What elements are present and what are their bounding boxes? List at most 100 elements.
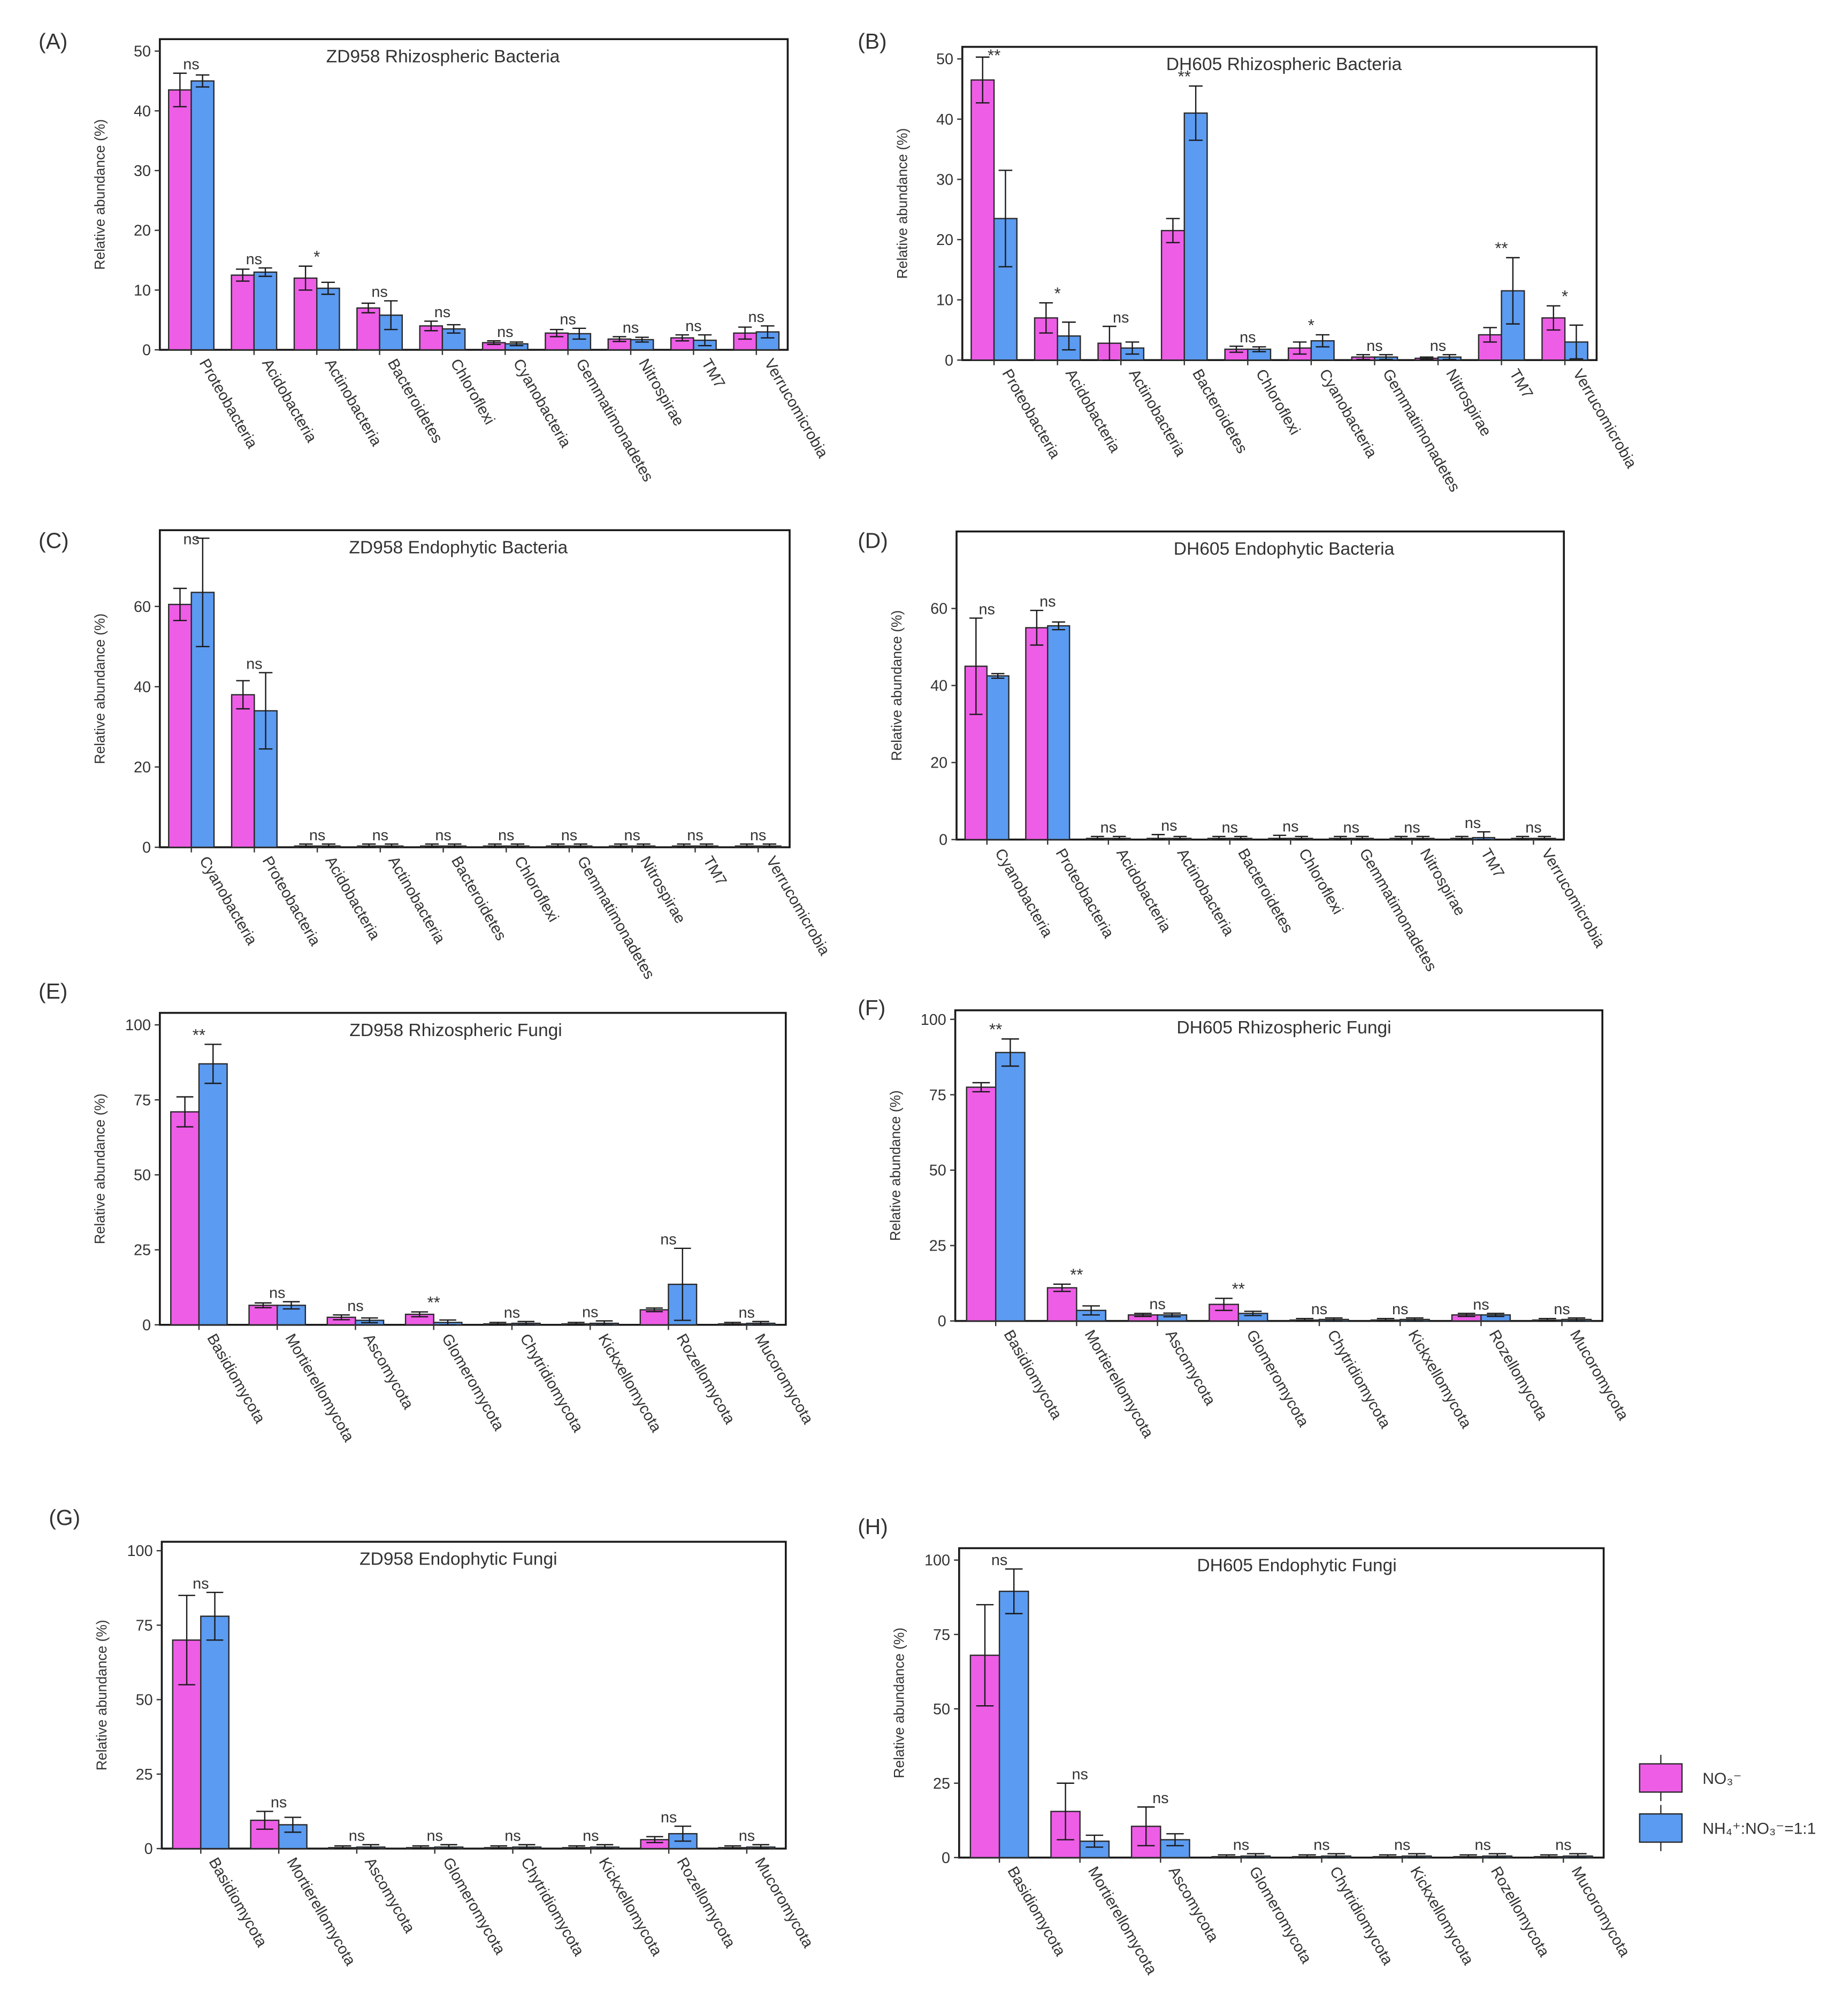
chart-title: ZD958 Endophytic Fungi (360, 1550, 557, 1569)
x-tick-label: Mucoromycota (751, 1855, 817, 1951)
x-tick-label: Proteobacteria (998, 366, 1064, 462)
chart-title: DH605 Endophytic Fungi (1197, 1556, 1396, 1576)
significance-label: ns (1222, 819, 1238, 837)
significance-label: ns (183, 56, 199, 73)
significance-label: ** (1178, 67, 1191, 86)
plot-frame (961, 45, 1598, 361)
y-tick-label: 25 (134, 1242, 151, 1259)
y-tick-label: 75 (134, 1092, 151, 1109)
x-tick-label: Ascomycota (1162, 1327, 1219, 1409)
significance-label: ns (1039, 593, 1056, 610)
x-tick-label: Chloroflexi (447, 356, 498, 428)
y-tick-label: 20 (930, 755, 947, 772)
y-tick-label: 50 (933, 1701, 950, 1718)
x-tick-label: Verrucomicrobia (1569, 366, 1640, 472)
y-tick-label: 40 (936, 111, 953, 128)
x-tick-label: Rozellomycota (673, 1855, 739, 1951)
significance-label: ns (1473, 1296, 1489, 1313)
y-axis-label: Relative abundance (%) (894, 128, 911, 279)
bar (231, 274, 255, 351)
x-tick-label: Ascomycota (361, 1855, 418, 1937)
legend: NO₃⁻ NH₄⁺:NO₃⁻=1:1 (1639, 1754, 1816, 1851)
x-tick-label: Glomeromycota (439, 1855, 509, 1958)
panel-label: (C) (39, 528, 69, 553)
y-tick-label: 50 (134, 43, 151, 60)
significance-label: ns (1282, 818, 1298, 835)
x-tick-label: Chloroflexi (1295, 846, 1347, 917)
x-tick-label: Acidobacteria (1113, 846, 1174, 936)
x-tick-label: Cyanobacteria (991, 846, 1056, 941)
significance-label: ns (561, 827, 577, 844)
y-tick-label: 60 (134, 599, 151, 616)
bar (248, 1305, 278, 1326)
chart-title: ZD958 Rhizospheric Fungi (349, 1021, 562, 1040)
chart-title: ZD958 Rhizospheric Bacteria (326, 47, 560, 66)
significance-label: ns (583, 1828, 599, 1845)
y-tick-label: 0 (939, 832, 947, 849)
significance-label: ns (1113, 309, 1129, 326)
chart-panel: (D) DH605 Endophytic Bacteria 0 20 40 60 Relat… (858, 528, 1609, 975)
y-tick-label: 0 (142, 1317, 151, 1334)
significance-label: ns (504, 1304, 520, 1321)
significance-label: ns (623, 319, 639, 336)
bar (966, 1086, 997, 1322)
bar (253, 271, 278, 351)
significance-label: ns (372, 827, 388, 844)
significance-label: ns (739, 1828, 755, 1845)
significance-label: ns (1465, 815, 1481, 832)
x-tick-label: Glomeromycota (1243, 1327, 1312, 1430)
significance-label: ns (1474, 1836, 1490, 1853)
chart-panel: (F) DH605 Rhizospheric Fungi 0 25 50 75 100 Rel… (858, 995, 1632, 1442)
x-tick-label: Bacteroidetes (384, 356, 446, 447)
x-tick-label: Acidobacteria (258, 356, 320, 446)
x-tick-label: Chytridiomycota (517, 1855, 587, 1960)
significance-label: ns (582, 1304, 598, 1321)
significance-label: ns (661, 1809, 677, 1826)
panel-label: (H) (858, 1514, 888, 1539)
x-tick-label: Bacteroidetes (1189, 366, 1251, 457)
bar (231, 694, 255, 848)
chart-title: ZD958 Endophytic Bacteria (349, 538, 568, 557)
legend-label: NO₃⁻ (1702, 1770, 1741, 1788)
x-tick-label: Rozellomycota (1487, 1864, 1553, 1960)
y-tick-label: 40 (134, 679, 151, 696)
y-axis-label: Relative abundance (%) (94, 1620, 110, 1770)
significance-label: ** (989, 1020, 1002, 1039)
x-tick-label: Bacteroidetes (1234, 846, 1296, 936)
plot-frame (160, 1540, 787, 1850)
significance-label: * (1308, 316, 1314, 335)
x-tick-label: Chloroflexi (1252, 366, 1304, 438)
x-tick-label: Cyanobacteria (510, 356, 575, 451)
plot-frame (158, 529, 791, 848)
x-tick-label: Mortierellomycota (282, 1331, 358, 1445)
x-tick-label: Nitrospirae (1442, 366, 1494, 440)
plot-frame (158, 1011, 787, 1326)
y-tick-label: 30 (134, 163, 151, 180)
significance-label: ns (504, 1828, 521, 1845)
bar (316, 287, 340, 351)
y-tick-label: 75 (933, 1627, 950, 1644)
significance-label: ns (1072, 1766, 1088, 1783)
significance-label: ns (271, 1794, 287, 1811)
significance-label: ns (738, 1304, 754, 1321)
y-axis-label: Relative abundance (%) (891, 1628, 907, 1779)
x-tick-label: Basidiomycota (205, 1855, 271, 1951)
legend-swatch (1639, 1813, 1683, 1843)
x-tick-label: TM7 (1477, 846, 1508, 881)
significance-label: * (1054, 284, 1061, 303)
y-tick-label: 100 (127, 1543, 153, 1560)
x-tick-label: Mucoromycota (1568, 1864, 1634, 1960)
significance-label: ns (497, 324, 513, 341)
significance-label: ns (349, 1828, 365, 1845)
x-tick-label: Nitrospirae (1417, 846, 1469, 919)
x-tick-label: Verrucomicrobia (761, 356, 831, 462)
x-tick-label: Mucoromycota (751, 1331, 817, 1427)
x-tick-label: Ascomycota (360, 1331, 417, 1413)
y-tick-label: 50 (936, 51, 953, 68)
x-tick-label: Cyanobacteria (196, 854, 261, 949)
x-tick-label: Acidobacteria (322, 854, 383, 944)
significance-label: ** (1495, 239, 1508, 258)
y-axis-label: Relative abundance (%) (92, 614, 108, 764)
x-tick-label: Nitrospirae (635, 356, 687, 430)
y-tick-label: 75 (136, 1617, 153, 1634)
